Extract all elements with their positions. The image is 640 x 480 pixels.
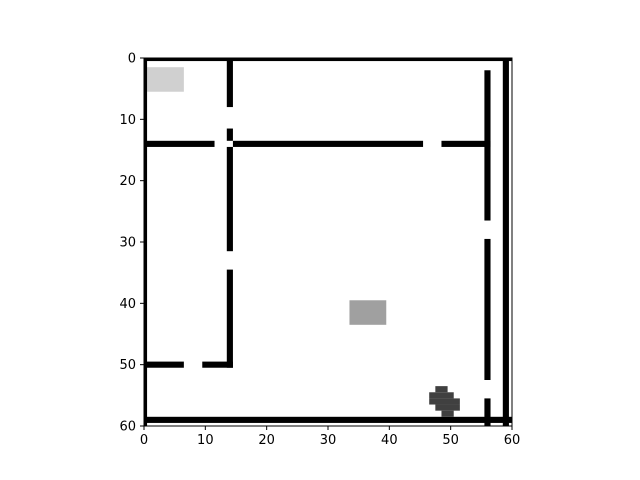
wall-segment [144,58,148,426]
y-tick-label: 0 [128,52,136,67]
wall-segment [226,146,233,252]
y-tick-label: 50 [119,358,136,373]
y-tick-label: 30 [119,236,136,251]
x-axis: 0 10 20 30 40 50 60 [140,426,520,448]
wall-segment [484,70,491,221]
wall-segment [502,58,509,426]
wall-segment [226,269,233,368]
y-tick-label: 60 [119,420,136,435]
x-tick-label: 10 [197,433,214,448]
wall-segment [441,140,491,147]
agent-cell [435,386,448,393]
y-axis: 0 10 20 30 40 50 60 [119,52,144,435]
agent-cell [435,404,460,411]
wall-segment [144,58,512,62]
x-tick-label: 0 [140,433,148,448]
wall-segment [144,361,184,368]
wall-segment [226,58,233,108]
wall-segment [144,416,512,423]
x-tick-label: 60 [504,433,521,448]
agent-cell [429,392,454,399]
wall-segment [226,128,233,141]
y-tick-label: 20 [119,174,136,189]
agent-cell [429,398,460,405]
x-tick-label: 40 [381,433,398,448]
goal-cell [147,67,184,92]
wall-segment [484,398,491,426]
box-cell [349,300,387,325]
plot-area [144,58,512,426]
x-tick-label: 50 [442,433,459,448]
wall-segment [202,361,233,368]
agent-cell [441,410,454,417]
wall-segment [232,140,424,147]
wall-segment [144,140,215,147]
wall-segment [484,238,491,380]
x-tick-label: 20 [258,433,275,448]
y-tick-label: 10 [119,113,136,128]
y-tick-label: 40 [119,297,136,312]
x-tick-label: 30 [320,433,337,448]
map-cells [144,58,512,426]
